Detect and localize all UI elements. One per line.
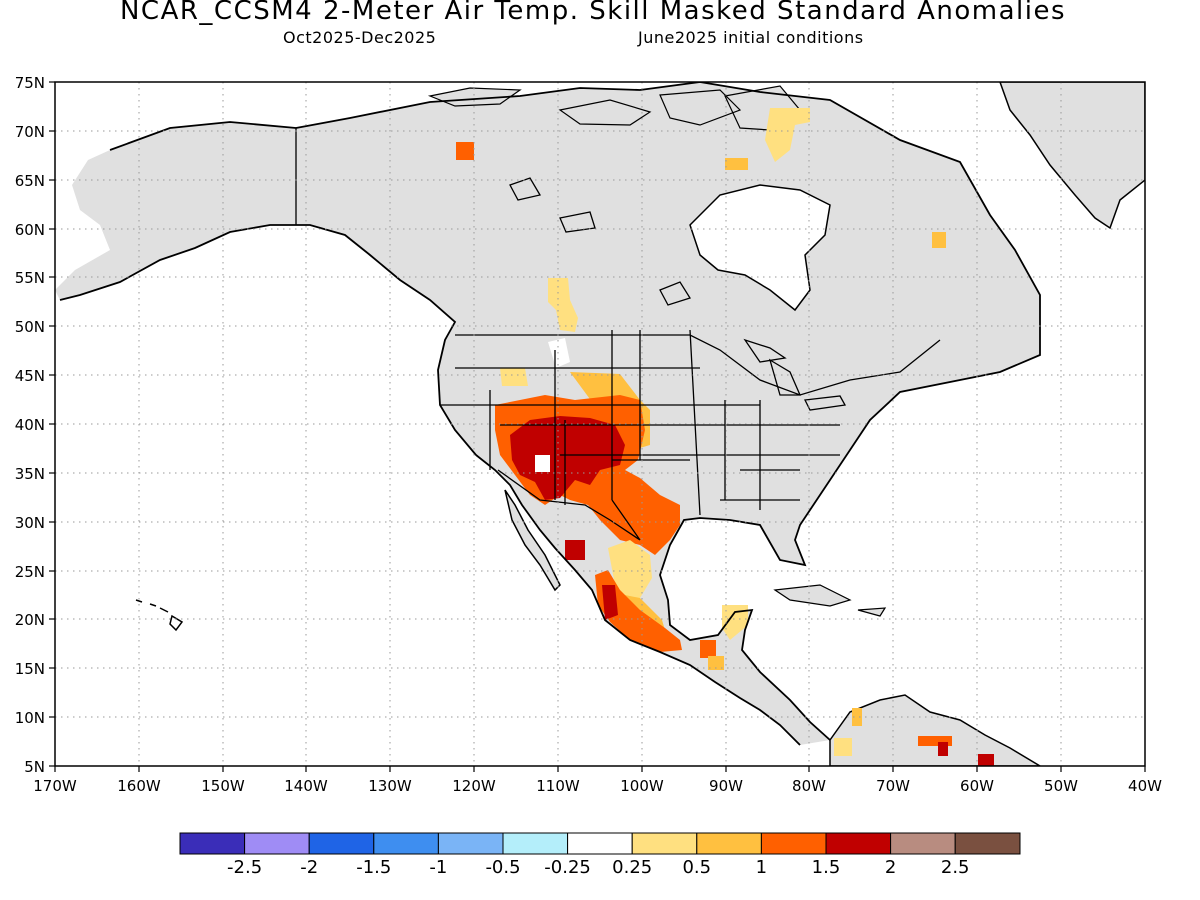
colorbar — [179, 832, 1021, 855]
colorbar-label: 0.5 — [682, 857, 711, 878]
colorbar-swatch — [179, 832, 246, 855]
lat-label: 20N — [15, 611, 45, 629]
colorbar-swatch — [502, 832, 569, 855]
lat-label: 65N — [15, 172, 45, 190]
lat-label: 10N — [15, 709, 45, 727]
hudson-bay — [689, 184, 831, 312]
lat-label: 5N — [24, 758, 45, 776]
greenland-land — [999, 82, 1145, 230]
colorbar-label: 2.5 — [941, 857, 970, 878]
lon-label: 90W — [709, 777, 743, 795]
lakes — [509, 177, 847, 411]
lon-label: 60W — [960, 777, 994, 795]
map-title: NCAR_CCSM4 2-Meter Air Temp. Skill Maske… — [119, 0, 1067, 26]
initial-conditions: June2025 initial conditions — [638, 28, 864, 47]
lat-label: 60N — [15, 221, 45, 239]
colorbar-label: -0.25 — [544, 857, 591, 878]
lon-label: 40W — [1128, 777, 1162, 795]
colorbar-swatch — [373, 832, 439, 855]
colorbar-label: 0.25 — [612, 857, 652, 878]
lat-label: 45N — [15, 367, 45, 385]
valid-period: Oct2025-Dec2025 — [283, 28, 437, 47]
coastline — [59, 82, 1041, 746]
colorbar-labels: -2.5 -2 -1.5 -1 -0.5 -0.25 0.25 0.5 1 1.… — [227, 857, 969, 878]
lon-label: 160W — [117, 777, 161, 795]
south-america-land — [829, 694, 1042, 766]
lat-label: 70N — [15, 123, 45, 141]
colorbar-swatch — [760, 832, 827, 855]
lon-label: 130W — [368, 777, 412, 795]
colorbar-swatch — [567, 832, 633, 855]
caribbean-islands — [773, 584, 887, 617]
lon-label: 140W — [284, 777, 328, 795]
colorbar-label: 1.5 — [812, 857, 841, 878]
colorbar-label: -2 — [300, 857, 318, 878]
lon-label: 50W — [1044, 777, 1078, 795]
lon-label: 150W — [201, 777, 245, 795]
lat-label: 35N — [15, 465, 45, 483]
lat-label: 15N — [15, 660, 45, 678]
lon-label: 170W — [33, 777, 77, 795]
lat-label: 30N — [15, 514, 45, 532]
colorbar-swatch — [696, 832, 762, 855]
colorbar-label: 2 — [885, 857, 896, 878]
tick-marks — [49, 81, 1146, 772]
colorbar-swatch — [954, 832, 1021, 855]
colorbar-swatch — [244, 832, 310, 855]
colorbar-swatch — [631, 832, 698, 855]
colorbar-swatch — [825, 832, 892, 855]
lat-label: 50N — [15, 318, 45, 336]
lon-label: 70W — [876, 777, 910, 795]
lon-label: 80W — [792, 777, 826, 795]
lat-label: 75N — [15, 74, 45, 92]
colorbar-label: -1 — [429, 857, 447, 878]
lon-label: 110W — [536, 777, 580, 795]
anomaly-patches — [456, 108, 994, 766]
hawaii-islands — [135, 599, 184, 632]
lon-label: 100W — [620, 777, 664, 795]
graticule — [55, 82, 1145, 766]
lon-label: 120W — [452, 777, 496, 795]
lat-label: 25N — [15, 563, 45, 581]
colorbar-label: -0.5 — [485, 857, 520, 878]
lat-label: 40N — [15, 416, 45, 434]
lat-label: 55N — [15, 269, 45, 287]
colorbar-swatch — [437, 832, 504, 855]
colorbar-swatch — [890, 832, 956, 855]
colorbar-label: -1.5 — [356, 857, 391, 878]
colorbar-swatch — [308, 832, 375, 855]
colorbar-label: -2.5 — [227, 857, 262, 878]
colorbar-label: 1 — [756, 857, 767, 878]
political-boundaries — [295, 128, 941, 541]
